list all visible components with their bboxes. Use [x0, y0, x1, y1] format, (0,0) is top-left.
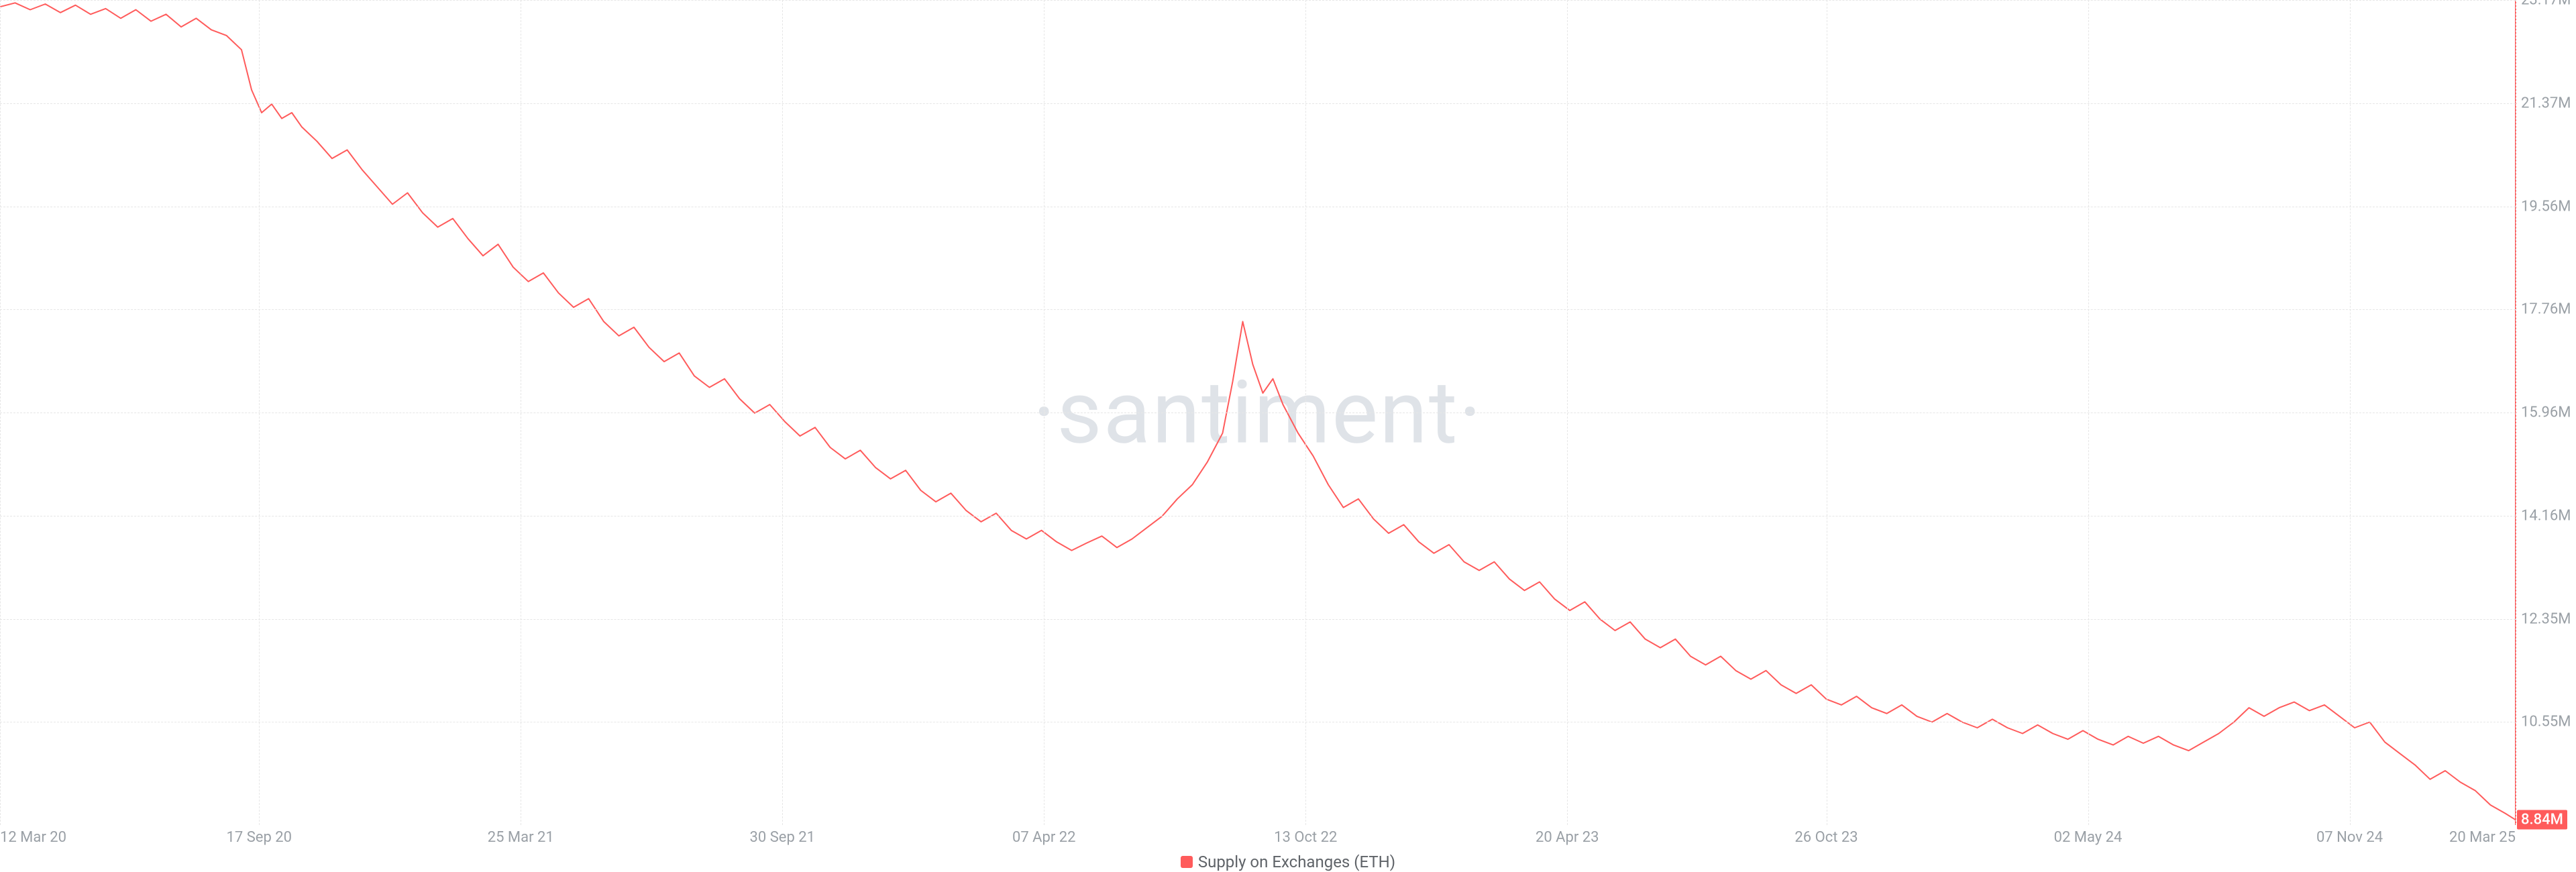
y-tick-label: 10.55M	[2521, 714, 2571, 730]
y-tick-label: 17.76M	[2521, 301, 2571, 318]
x-tick-label: 20 Mar 25	[2449, 829, 2516, 846]
x-tick-label: 17 Sep 20	[227, 829, 292, 846]
x-tick-label: 07 Apr 22	[1012, 829, 1076, 846]
grid-line-vertical	[259, 0, 260, 825]
grid-line-horizontal	[0, 103, 2516, 104]
y-axis: 8.84M 23.17M21.37M19.56M17.76M15.96M14.1…	[2516, 0, 2576, 825]
y-tick-label: 21.37M	[2521, 95, 2571, 111]
grid-line-vertical	[782, 0, 783, 825]
y-tick-label: 23.17M	[2521, 0, 2571, 9]
grid-line-vertical	[2350, 0, 2351, 825]
legend-swatch	[1181, 856, 1193, 868]
grid-line-horizontal	[0, 619, 2516, 620]
grid-line-vertical	[0, 0, 1, 825]
x-tick-label: 20 Apr 23	[1536, 829, 1599, 846]
x-tick-label: 30 Sep 21	[750, 829, 815, 846]
grid-line-horizontal	[0, 0, 2516, 1]
x-tick-label: 26 Oct 23	[1794, 829, 1858, 846]
grid-line-vertical	[2088, 0, 2089, 825]
y-tick-label: 12.35M	[2521, 610, 2571, 627]
grid-line-vertical	[1305, 0, 1306, 825]
series-line	[0, 3, 2516, 820]
x-tick-label: 13 Oct 22	[1274, 829, 1337, 846]
y-tick-label: 15.96M	[2521, 404, 2571, 421]
grid-line-horizontal	[0, 309, 2516, 310]
x-axis: 12 Mar 20 17 Sep 20 25 Mar 21 30 Sep 21 07 A…	[0, 825, 2516, 852]
grid-line-vertical	[1567, 0, 1568, 825]
last-value-badge: 8.84M	[2517, 810, 2567, 830]
x-tick-label: 12 Mar 20	[0, 829, 66, 846]
legend: Supply on Exchanges (ETH)	[0, 852, 2576, 872]
legend-label: Supply on Exchanges (ETH)	[1198, 853, 1395, 871]
x-tick-label: 02 May 24	[2054, 829, 2123, 846]
plot-area[interactable]: ·santiment·	[0, 0, 2516, 825]
x-tick-label: 07 Nov 24	[2316, 829, 2383, 846]
y-tick-label: 14.16M	[2521, 507, 2571, 524]
chart-container: ·santiment· 8.84M 23.17M 21.37M 19.56M 17.7…	[0, 0, 2576, 872]
x-tick-label: 25 Mar 21	[488, 829, 554, 846]
y-tick-label: 19.56M	[2521, 198, 2571, 215]
